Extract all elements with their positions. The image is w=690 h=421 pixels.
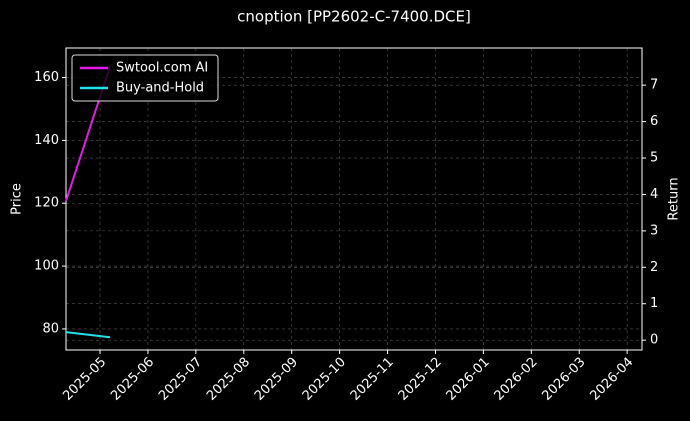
y-tick-label: 120 — [34, 196, 59, 211]
y-axis-label: Price — [10, 183, 25, 215]
y-tick-label: 100 — [34, 259, 59, 274]
legend-label: Swtool.com AI — [116, 61, 208, 76]
y2-tick-label: 4 — [650, 187, 658, 202]
legend-box — [71, 54, 219, 102]
y-tick-label: 140 — [34, 133, 59, 148]
y2-tick-label: 0 — [650, 333, 658, 348]
y2-tick-label: 6 — [650, 114, 658, 129]
y-tick-label: 160 — [34, 70, 59, 85]
y2-tick-label: 2 — [650, 260, 658, 275]
series-line — [65, 331, 111, 339]
y-tick-label: 80 — [42, 321, 59, 336]
y2-tick-label: 1 — [650, 296, 658, 311]
y2-tick-label: 5 — [650, 151, 658, 166]
chart-title: cnoption [PP2602-C-7400.DCE] — [237, 8, 471, 26]
y2-tick-label: 3 — [650, 223, 658, 238]
legend-label: Buy-and-Hold — [116, 81, 204, 96]
y2-axis-label: Return — [667, 177, 682, 220]
y2-tick-label: 7 — [650, 78, 658, 93]
